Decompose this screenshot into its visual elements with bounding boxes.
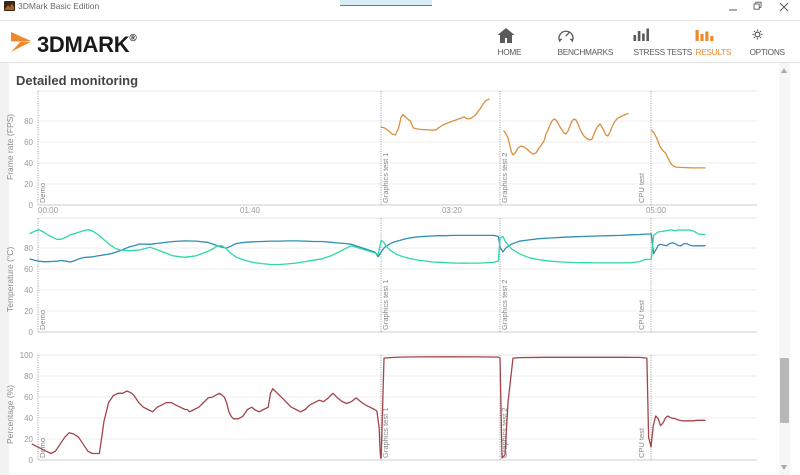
svg-text:20: 20: [24, 435, 33, 444]
svg-text:40: 40: [24, 414, 33, 423]
svg-text:60: 60: [24, 393, 33, 402]
svg-text:Graphics test 1: Graphics test 1: [381, 153, 390, 203]
svg-text:Frame rate (FPS): Frame rate (FPS): [5, 114, 15, 180]
svg-text:80: 80: [24, 117, 33, 126]
svg-text:20: 20: [24, 307, 33, 316]
svg-text:CPU test: CPU test: [637, 427, 646, 458]
svg-text:0: 0: [29, 328, 34, 337]
svg-text:Demo: Demo: [38, 183, 47, 203]
svg-text:Demo: Demo: [38, 310, 47, 330]
svg-text:03:20: 03:20: [442, 206, 463, 213]
svg-text:Graphics test 2: Graphics test 2: [500, 153, 509, 203]
svg-text:40: 40: [24, 286, 33, 295]
svg-text:0: 0: [29, 456, 34, 465]
svg-text:80: 80: [24, 244, 33, 253]
svg-text:0: 0: [29, 201, 34, 210]
svg-text:01:40: 01:40: [240, 206, 261, 213]
svg-text:100: 100: [20, 351, 34, 360]
svg-text:40: 40: [24, 159, 33, 168]
svg-text:05:00: 05:00: [646, 206, 667, 213]
svg-text:60: 60: [24, 138, 33, 147]
svg-text:60: 60: [24, 265, 33, 274]
svg-text:20: 20: [24, 180, 33, 189]
svg-text:80: 80: [24, 372, 33, 381]
svg-text:Temperature (°C): Temperature (°C): [5, 247, 15, 312]
svg-text:00:00: 00:00: [38, 206, 59, 213]
svg-text:CPU test: CPU test: [637, 172, 646, 203]
svg-text:Percentage (%): Percentage (%): [5, 385, 15, 444]
svg-text:Graphics test 2: Graphics test 2: [500, 280, 509, 330]
svg-text:CPU test: CPU test: [637, 299, 646, 330]
svg-text:Graphics test 1: Graphics test 1: [381, 280, 390, 330]
